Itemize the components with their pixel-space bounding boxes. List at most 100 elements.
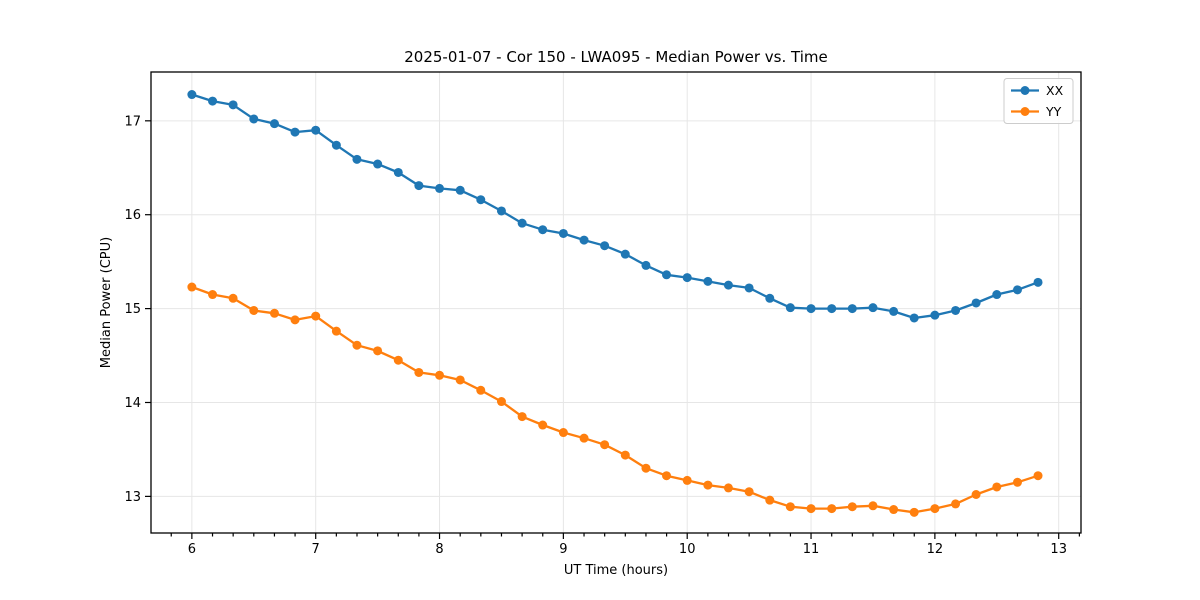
data-point-yy [373,346,383,356]
data-point-xx [744,283,754,293]
data-point-yy [682,475,692,485]
y-tick-label: 15 [124,302,141,317]
data-point-xx [352,154,362,164]
data-point-yy [827,504,837,514]
data-point-yy [558,428,568,438]
data-point-xx [1012,285,1022,295]
data-point-yy [744,487,754,497]
data-point-xx [785,303,795,313]
data-point-yy [331,326,341,336]
data-point-xx [558,228,568,238]
x-axis-label: UT Time (hours) [563,563,669,578]
data-point-yy [971,490,981,500]
data-point-xx [827,304,837,314]
data-point-xx [1033,277,1043,287]
x-tick-label: 9 [559,542,567,557]
data-point-xx [868,303,878,313]
x-tick-label: 6 [188,542,196,557]
data-point-xx [662,270,672,280]
data-point-xx [703,276,713,286]
data-point-yy [641,463,651,473]
data-point-xx [435,183,445,193]
data-point-xx [249,114,259,124]
data-point-xx [393,167,403,177]
data-point-xx [951,305,961,315]
legend-label-yy: YY [1045,104,1062,119]
legend-marker [1020,107,1030,116]
data-point-xx [930,310,940,320]
data-point-yy [249,305,259,315]
data-point-xx [331,140,341,150]
data-point-xx [992,290,1002,300]
data-point-yy [476,385,486,395]
data-point-yy [496,397,506,407]
chart-title: 2025-01-07 - Cor 150 - LWA095 - Median P… [404,48,828,66]
data-point-yy [517,412,527,422]
data-point-yy [579,433,589,443]
data-point-yy [723,483,733,493]
x-tick-label: 12 [927,542,944,557]
data-point-yy [538,420,548,430]
data-point-xx [496,206,506,216]
data-point-xx [517,218,527,228]
data-point-yy [393,355,403,365]
data-point-yy [1012,477,1022,487]
legend-label-xx: XX [1046,83,1064,98]
data-point-yy [785,502,795,512]
data-point-yy [992,482,1002,492]
data-point-xx [228,100,238,110]
data-point-yy [414,367,424,377]
data-point-yy [765,495,775,505]
data-point-yy [703,480,713,490]
data-point-yy [868,501,878,511]
data-point-xx [208,96,218,106]
data-point-xx [600,241,610,251]
data-point-xx [455,185,465,195]
data-point-xx [723,280,733,290]
data-point-xx [641,260,651,270]
x-tick-label: 13 [1050,542,1067,557]
data-point-yy [662,471,672,481]
data-point-yy [187,282,197,292]
data-point-yy [352,340,362,350]
data-point-xx [269,119,279,129]
data-point-yy [455,375,465,385]
data-point-xx [414,181,424,191]
data-point-yy [208,290,218,300]
data-point-xx [620,249,630,259]
data-point-yy [311,311,321,321]
x-tick-label: 8 [435,542,443,557]
y-axis-label: Median Power (CPU) [99,236,114,369]
data-point-yy [228,293,238,303]
y-tick-label: 14 [124,396,141,411]
y-tick-label: 16 [124,208,141,223]
data-point-yy [909,507,919,517]
data-point-yy [1033,471,1043,481]
plot-frame [150,71,1082,534]
data-point-xx [847,304,857,314]
data-point-yy [290,315,300,325]
data-point-xx [187,90,197,100]
data-point-xx [971,298,981,308]
x-tick-label: 7 [312,542,320,557]
data-point-xx [889,306,899,316]
data-point-xx [806,304,816,314]
data-point-yy [620,450,630,460]
y-tick-label: 13 [124,490,141,505]
data-point-xx [290,127,300,137]
data-point-xx [579,235,589,245]
data-point-xx [538,225,548,235]
data-point-xx [476,195,486,205]
x-tick-label: 11 [803,542,820,557]
data-point-yy [269,308,279,318]
data-point-yy [600,440,610,450]
data-point-xx [311,125,321,135]
data-point-yy [806,504,816,514]
y-tick-label: 17 [124,114,141,129]
data-point-yy [889,505,899,515]
data-point-xx [373,159,383,169]
legend-marker [1020,86,1030,95]
data-point-yy [435,370,445,380]
